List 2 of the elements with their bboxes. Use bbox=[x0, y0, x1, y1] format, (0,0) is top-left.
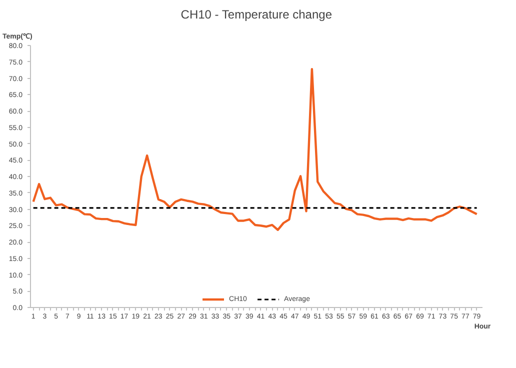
chart-title: CH10 - Temperature change bbox=[180, 8, 332, 22]
line-series bbox=[32, 68, 478, 231]
